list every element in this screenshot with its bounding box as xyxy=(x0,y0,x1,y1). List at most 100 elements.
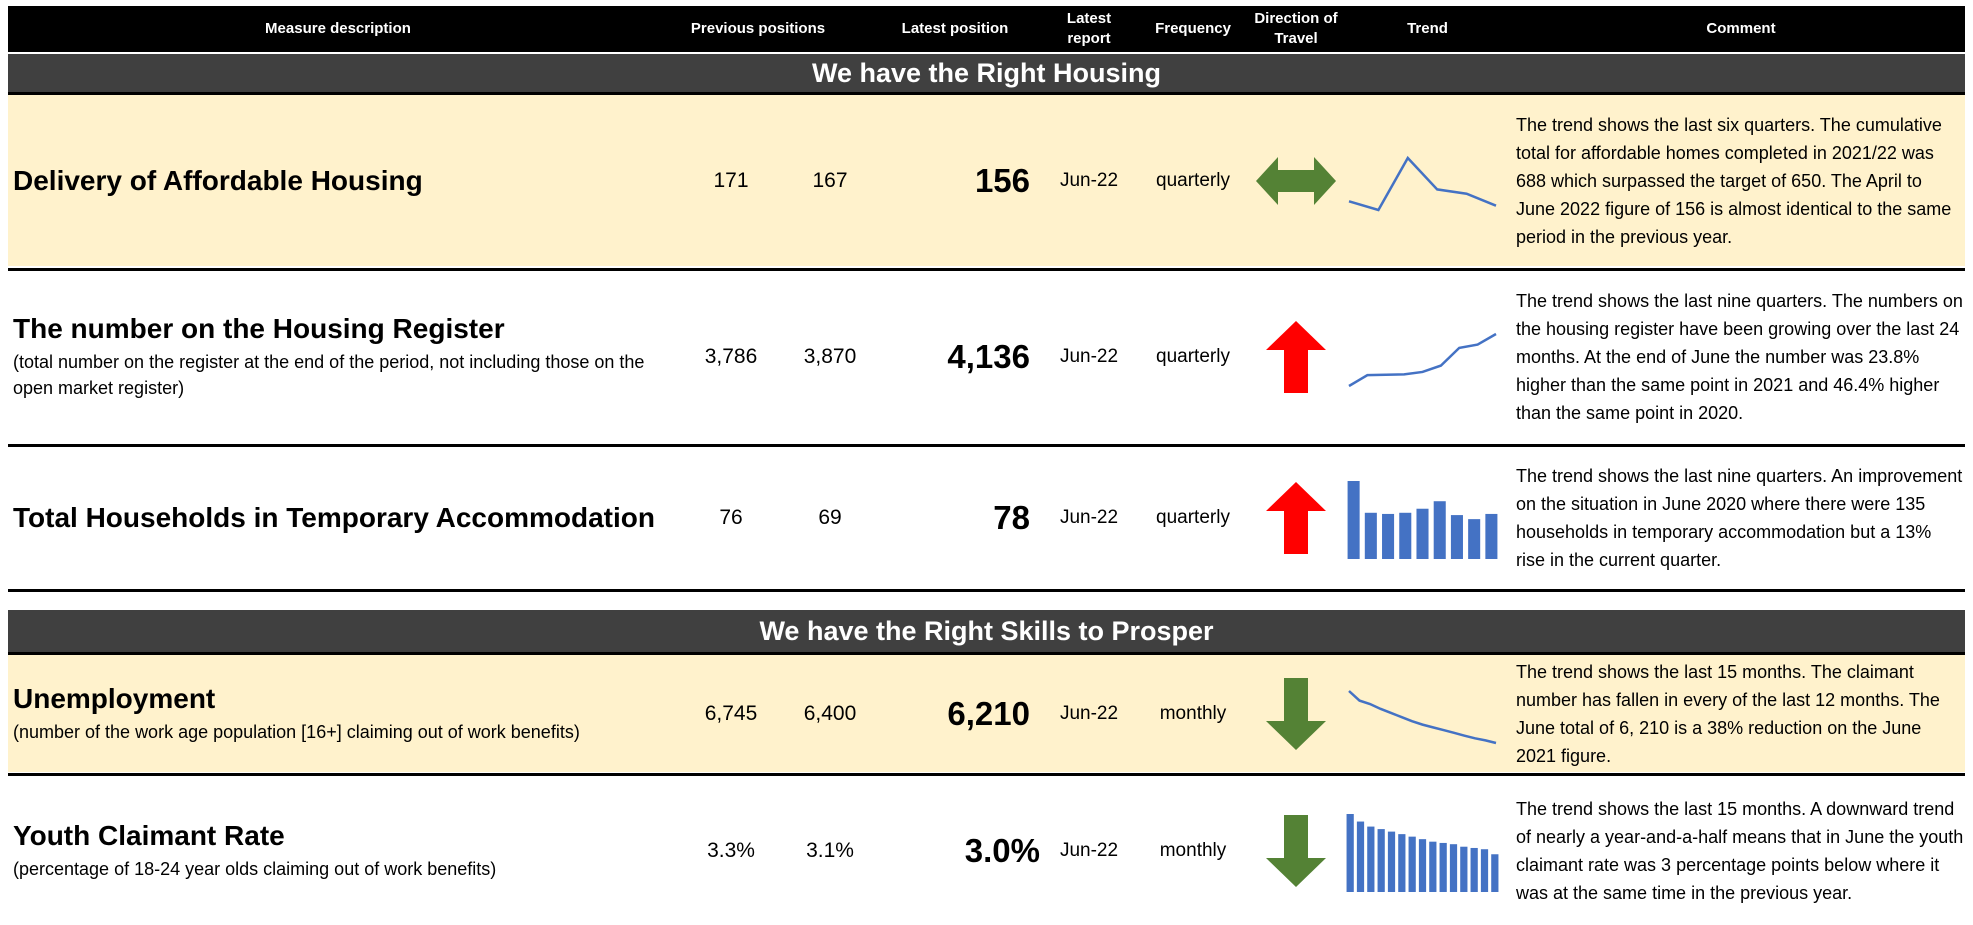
frequency-cell: quarterly xyxy=(1133,95,1253,266)
sparkline xyxy=(1348,332,1497,388)
measure-subtitle: (number of the work age population [16+]… xyxy=(13,721,580,742)
report-cell: Jun-22 xyxy=(1039,95,1139,266)
latest-value: 6,210 xyxy=(947,694,1030,732)
comment: The trend shows the last nine quarters. … xyxy=(1516,466,1963,570)
header-text: Direction of Travel xyxy=(1254,10,1338,47)
latest-value: 4,136 xyxy=(947,338,1030,375)
trend-bar xyxy=(1418,838,1427,892)
header-cell: Frequency xyxy=(1133,6,1253,52)
latest-cell: 4,136 xyxy=(880,271,1030,443)
header-cell: Measure description xyxy=(13,6,663,52)
header-text: Latest position xyxy=(901,20,1009,37)
measure-row: The number on the Housing Register (total… xyxy=(8,271,1965,443)
trend-bar xyxy=(1398,833,1406,892)
previous-value: 6,400 xyxy=(803,701,857,725)
trend-bar xyxy=(1377,828,1385,892)
sparkline xyxy=(1348,155,1497,211)
latest-cell: 6,210 xyxy=(880,655,1030,772)
latest-cell: 78 xyxy=(880,447,1030,589)
comment-cell: The trend shows the last six quarters. T… xyxy=(1516,95,1964,266)
row-separator xyxy=(8,652,1965,655)
arrow-shape xyxy=(1266,321,1326,393)
previous-cell: 3.1% xyxy=(780,776,880,925)
previous-value: 3,870 xyxy=(803,345,857,368)
previous-value: 3.3% xyxy=(707,838,755,862)
arrow-shape xyxy=(1266,482,1326,554)
trend-bar xyxy=(1439,842,1447,892)
measure-title: Delivery of Affordable Housing xyxy=(13,164,423,196)
trend-bar xyxy=(1367,826,1375,892)
previous-value: 6,745 xyxy=(704,701,758,725)
latest-report: Jun-22 xyxy=(1059,839,1119,861)
measure-cell: Unemployment (number of the work age popu… xyxy=(13,655,663,772)
arrow-shape xyxy=(1256,156,1336,205)
direction-arrow xyxy=(1266,321,1326,393)
previous-cell: 3.3% xyxy=(681,776,781,925)
latest-report: Jun-22 xyxy=(1059,346,1119,367)
header-text: Comment xyxy=(1706,20,1776,37)
measure-cell: The number on the Housing Register (total… xyxy=(13,271,663,443)
trend-cell xyxy=(1345,271,1505,443)
header-cell: Previous positions xyxy=(686,6,830,52)
trend-bar xyxy=(1485,513,1498,559)
header-cell: Trend xyxy=(1345,6,1510,52)
previous-cell: 6,745 xyxy=(681,655,781,772)
latest-value: 3.0% xyxy=(964,831,1040,869)
report-cell: Jun-22 xyxy=(1039,271,1139,443)
trend-bar xyxy=(1470,847,1478,892)
previous-value: 171 xyxy=(713,168,749,192)
header-row: Measure description Previous positions Lat… xyxy=(8,6,1965,52)
measure-row: Unemployment (number of the work age popu… xyxy=(8,655,1965,772)
trend-bar xyxy=(1416,508,1429,559)
trend-bar xyxy=(1356,821,1365,892)
latest-value: 156 xyxy=(974,161,1030,199)
trend-bar xyxy=(1408,836,1416,892)
row-separator xyxy=(8,92,1965,95)
header-text: Measure description xyxy=(265,20,411,37)
measure-title: Youth Claimant Rate xyxy=(13,819,285,851)
report-cell: Jun-22 xyxy=(1039,447,1139,589)
measure-cell: Delivery of Affordable Housing xyxy=(13,95,663,266)
sparkline xyxy=(1347,481,1498,559)
frequency-cell: quarterly xyxy=(1133,271,1253,443)
measure-row: Delivery of Affordable Housing 171 167 156 J… xyxy=(8,95,1965,266)
measure-row: Total Households in Temporary Accommodat… xyxy=(8,447,1965,589)
trend-line xyxy=(1348,332,1497,388)
previous-value: 3.1% xyxy=(806,838,854,862)
measure-cell: Youth Claimant Rate (percentage of 18-24 … xyxy=(13,776,663,925)
measure-title: Total Households in Temporary Accommodat… xyxy=(13,502,655,533)
previous-cell: 69 xyxy=(780,447,880,589)
report-cell: Jun-22 xyxy=(1039,655,1139,772)
section-band: We have the Right Skills to Prosper xyxy=(8,610,1965,652)
section-band: We have the Right Housing xyxy=(8,54,1965,92)
comment: The trend shows the last six quarters. T… xyxy=(1516,114,1952,247)
measure-cell: Total Households in Temporary Accommodat… xyxy=(13,447,663,589)
trend-cell xyxy=(1345,776,1505,925)
sparkline xyxy=(1348,689,1497,744)
header-cell: Latest position xyxy=(900,6,1010,52)
sparkline xyxy=(1346,813,1499,892)
trend-bar xyxy=(1433,501,1446,559)
row-separator xyxy=(8,268,1965,271)
row-separator xyxy=(8,773,1965,776)
measure-row: Youth Claimant Rate (percentage of 18-24 … xyxy=(8,776,1965,925)
previous-cell: 6,400 xyxy=(780,655,880,772)
previous-value: 69 xyxy=(818,506,842,529)
comment-cell: The trend shows the last nine quarters. … xyxy=(1516,447,1964,589)
measure-subtitle: (percentage of 18-24 year olds claiming … xyxy=(13,858,497,879)
section-title: We have the Right Skills to Prosper xyxy=(759,615,1214,646)
row-separator xyxy=(8,444,1965,447)
trend-bar xyxy=(1480,848,1489,892)
measure-subtitle: (total number on the register at the end… xyxy=(13,352,645,398)
trend-cell xyxy=(1345,95,1505,266)
direction-arrow xyxy=(1266,482,1326,554)
frequency: quarterly xyxy=(1156,169,1230,191)
trend-bar xyxy=(1387,831,1396,892)
header-cell: Direction of Travel xyxy=(1246,6,1346,52)
comment-cell: The trend shows the last nine quarters. … xyxy=(1516,271,1964,443)
latest-cell: 156 xyxy=(880,95,1030,266)
previous-cell: 3,870 xyxy=(780,271,880,443)
frequency-cell: quarterly xyxy=(1133,447,1253,589)
frequency-cell: monthly xyxy=(1133,776,1253,925)
